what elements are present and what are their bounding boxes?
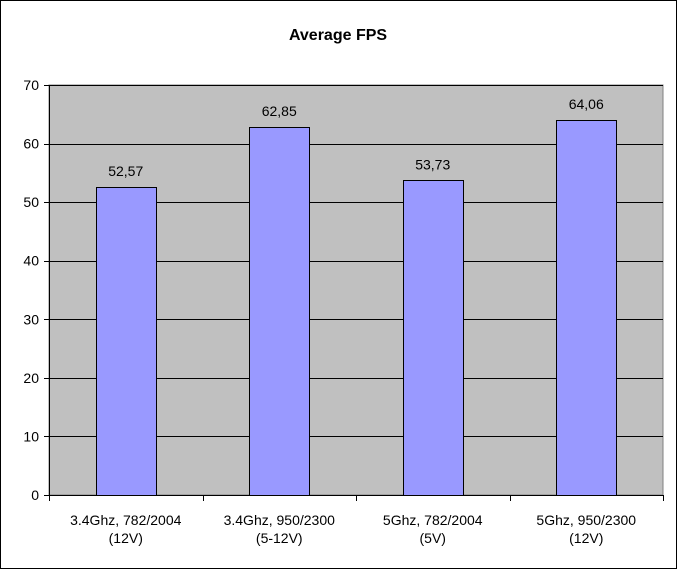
y-tick-labels: 0 10 20 30 40 50 60 70 bbox=[23, 77, 39, 503]
x-tick-label: 3.4Ghz, 950/2300 (5-12V) bbox=[224, 512, 336, 546]
bar bbox=[556, 120, 617, 496]
bar bbox=[96, 187, 157, 496]
x-tick-label: 3.4Ghz, 782/2004 (12V) bbox=[70, 512, 182, 546]
y-tick-label: 30 bbox=[23, 311, 39, 327]
data-labels: 52,57 62,85 53,73 64,06 bbox=[108, 96, 604, 179]
y-tick-label: 40 bbox=[23, 253, 39, 269]
data-label: 64,06 bbox=[569, 96, 604, 112]
y-tick-label: 50 bbox=[23, 194, 39, 210]
x-tick-label-line: (12V) bbox=[109, 530, 143, 546]
y-tick-label: 20 bbox=[23, 370, 39, 386]
axes bbox=[44, 85, 664, 501]
x-tick-label-line: (5V) bbox=[420, 530, 446, 546]
y-tick-label: 0 bbox=[31, 487, 39, 503]
x-tick-label-line: 3.4Ghz, 950/2300 bbox=[224, 512, 336, 528]
y-tick-label: 60 bbox=[23, 136, 39, 152]
x-tick-labels: 3.4Ghz, 782/2004 (12V) 3.4Ghz, 950/2300 (5-… bbox=[70, 512, 636, 546]
data-label: 62,85 bbox=[262, 103, 297, 119]
x-tick-label-line: 5Ghz, 950/2300 bbox=[536, 512, 636, 528]
data-label: 52,57 bbox=[108, 163, 143, 179]
x-tick-label: 5Ghz, 950/2300 (12V) bbox=[536, 512, 636, 546]
bar bbox=[403, 180, 464, 496]
bars bbox=[96, 120, 617, 496]
x-tick-label-line: (12V) bbox=[569, 530, 603, 546]
chart-title: Average FPS bbox=[289, 27, 387, 44]
data-label: 53,73 bbox=[415, 156, 450, 172]
x-tick-label: 5Ghz, 782/2004 (5V) bbox=[383, 512, 483, 546]
bar bbox=[249, 127, 310, 496]
x-tick-label-line: (5-12V) bbox=[256, 530, 303, 546]
x-tick-label-line: 3.4Ghz, 782/2004 bbox=[70, 512, 182, 528]
y-tick-label: 10 bbox=[23, 428, 39, 444]
x-tick-label-line: 5Ghz, 782/2004 bbox=[383, 512, 483, 528]
y-tick-label: 70 bbox=[23, 77, 39, 93]
